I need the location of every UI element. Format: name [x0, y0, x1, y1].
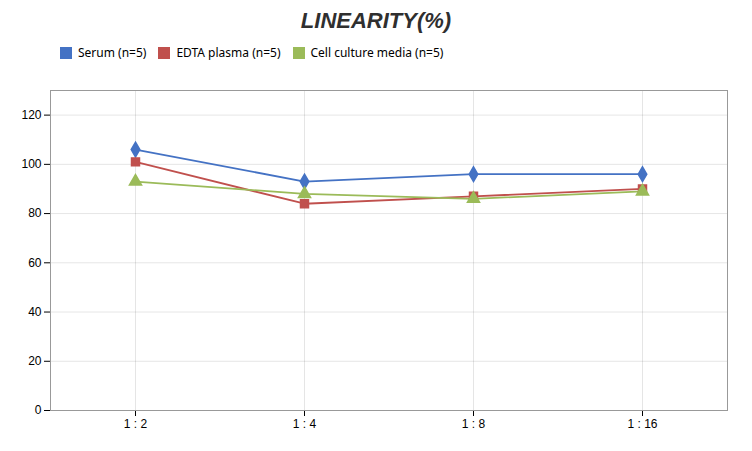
svg-text:0: 0 [35, 403, 42, 417]
html-text:LINEARITY(%): LINEARITY(%) [300, 8, 452, 33]
svg-text:1 : 16: 1 : 16 [627, 417, 657, 431]
html-text:EDTA plasma (n=5): EDTA plasma (n=5) [176, 44, 281, 61]
svg-text:120: 120 [21, 108, 41, 122]
svg-text:1 : 4: 1 : 4 [293, 417, 317, 431]
svg-text:60: 60 [28, 256, 42, 270]
svg-text:100: 100 [21, 157, 41, 171]
svg-text:1 : 8: 1 : 8 [462, 417, 486, 431]
svg-text:40: 40 [28, 305, 42, 319]
html-text:Serum (n=5): Serum (n=5) [78, 44, 147, 61]
svg-text:1 : 2: 1 : 2 [124, 417, 148, 431]
html-text:Cell culture media (n=5): Cell culture media (n=5) [310, 44, 444, 61]
svg-text:20: 20 [28, 354, 42, 368]
svg-text:80: 80 [28, 206, 42, 220]
